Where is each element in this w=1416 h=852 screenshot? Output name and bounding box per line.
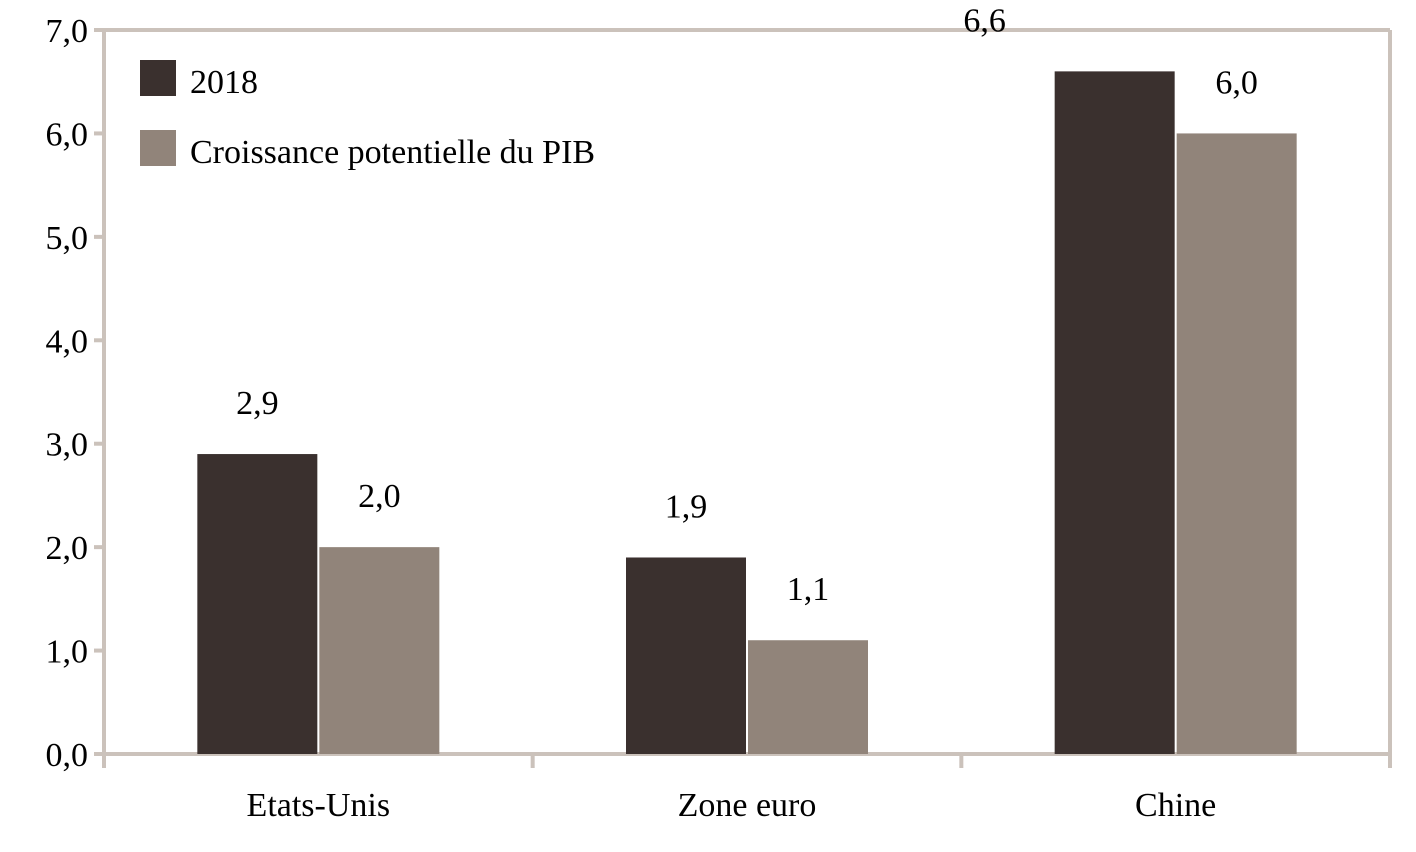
x-tick-label: Etats-Unis — [247, 787, 391, 824]
bar-2018 — [197, 454, 318, 754]
data-labels: 2,9 1,9 6,6 2,0 1,1 6,0 — [236, 2, 1258, 608]
y-tick-label: 6,0 — [46, 116, 89, 153]
y-tick-label: 2,0 — [46, 530, 89, 567]
data-label: 2,0 — [358, 478, 401, 515]
legend-swatch-2018 — [140, 60, 176, 96]
y-tick-label: 1,0 — [46, 634, 89, 671]
data-label: 6,6 — [963, 2, 1006, 39]
y-tick-label: 4,0 — [46, 323, 89, 360]
plot-frame — [104, 28, 1392, 754]
legend-swatch-potential — [140, 130, 176, 166]
bar-2018 — [1054, 71, 1175, 754]
y-tick-label: 5,0 — [46, 220, 89, 257]
bar-potential — [748, 640, 868, 754]
data-label: 1,1 — [787, 571, 830, 608]
y-tick-label: 3,0 — [46, 427, 89, 464]
data-label: 2,9 — [236, 385, 279, 422]
x-tick-label: Zone euro — [678, 787, 817, 824]
legend-label-potential: Croissance potentielle du PIB — [190, 134, 595, 171]
legend: 2018 Croissance potentielle du PIB — [140, 60, 595, 171]
legend-label-2018: 2018 — [190, 64, 258, 101]
bar-potential — [319, 547, 440, 754]
y-tick-label: 0,0 — [46, 737, 89, 774]
data-label: 1,9 — [665, 488, 708, 525]
bars — [197, 71, 1297, 754]
bar-potential — [1176, 133, 1297, 754]
x-tick-label: Chine — [1135, 787, 1216, 824]
data-label: 6,0 — [1215, 64, 1258, 101]
bar-2018 — [626, 557, 746, 754]
y-tick-label: 7,0 — [46, 13, 89, 50]
